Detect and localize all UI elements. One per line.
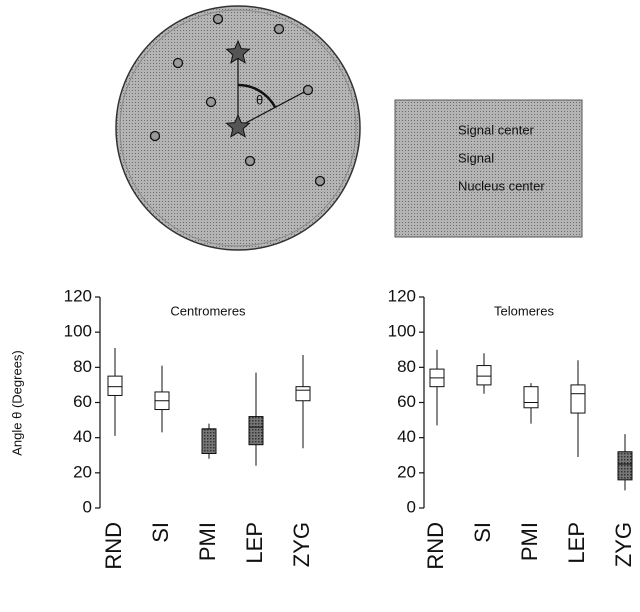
y-tick-label: 40 bbox=[397, 427, 416, 446]
x-tick-label: LEP bbox=[242, 522, 267, 564]
legend-box bbox=[394, 99, 583, 238]
box bbox=[523, 386, 539, 409]
legend-label: Nucleus center bbox=[458, 178, 545, 193]
y-tick-label: 60 bbox=[397, 392, 416, 411]
box bbox=[570, 384, 586, 414]
y-tick-label: 20 bbox=[73, 462, 92, 481]
angle-label: θ bbox=[256, 92, 263, 107]
box bbox=[248, 416, 264, 446]
y-tick-label: 0 bbox=[407, 497, 416, 516]
y-tick-label: 100 bbox=[64, 322, 92, 341]
legend-label: Signal bbox=[458, 150, 494, 165]
nucleus-rim bbox=[119, 9, 357, 247]
signal bbox=[302, 84, 314, 96]
y-tick-label: 0 bbox=[83, 497, 92, 516]
x-tick-label: RND bbox=[101, 522, 126, 570]
x-tick-label: LEP bbox=[564, 522, 589, 564]
signal bbox=[212, 13, 224, 25]
box bbox=[476, 365, 492, 386]
x-tick-label: SI bbox=[148, 522, 173, 543]
box bbox=[617, 451, 633, 481]
y-tick-label: 80 bbox=[73, 357, 92, 376]
x-tick-label: PMI bbox=[195, 522, 220, 561]
signal bbox=[244, 155, 256, 167]
x-tick-label: RND bbox=[423, 522, 448, 570]
y-tick-label: 120 bbox=[388, 286, 416, 305]
y-tick-label: 120 bbox=[64, 286, 92, 305]
signal bbox=[205, 96, 217, 108]
signal bbox=[314, 175, 326, 187]
box bbox=[107, 375, 123, 396]
diagram: θ Signal center Signal Nucleus center bbox=[115, 5, 583, 251]
y-tick-label: 40 bbox=[73, 427, 92, 446]
signal bbox=[172, 57, 184, 69]
y-tick-label: 20 bbox=[397, 462, 416, 481]
y-tick-label: 80 bbox=[397, 357, 416, 376]
angle-arc bbox=[237, 83, 277, 108]
x-tick-label: SI bbox=[470, 522, 495, 543]
y-tick-label: 60 bbox=[73, 392, 92, 411]
x-tick-label: ZYG bbox=[289, 522, 314, 567]
box bbox=[295, 386, 311, 402]
nucleus-center bbox=[225, 113, 251, 138]
signal bbox=[273, 23, 285, 35]
box bbox=[201, 428, 217, 454]
x-tick-label: ZYG bbox=[611, 522, 636, 567]
x-tick-label: PMI bbox=[517, 522, 542, 561]
signal-center bbox=[225, 39, 251, 64]
signal bbox=[149, 130, 161, 142]
y-tick-label: 100 bbox=[388, 322, 416, 341]
y-axis-label: Angle θ (Degrees) bbox=[9, 350, 24, 456]
chart-title: Centromeres bbox=[170, 303, 246, 318]
chart-title: Telomeres bbox=[494, 303, 554, 318]
axis-line bbox=[237, 89, 309, 128]
legend-label: Signal center bbox=[458, 122, 535, 137]
